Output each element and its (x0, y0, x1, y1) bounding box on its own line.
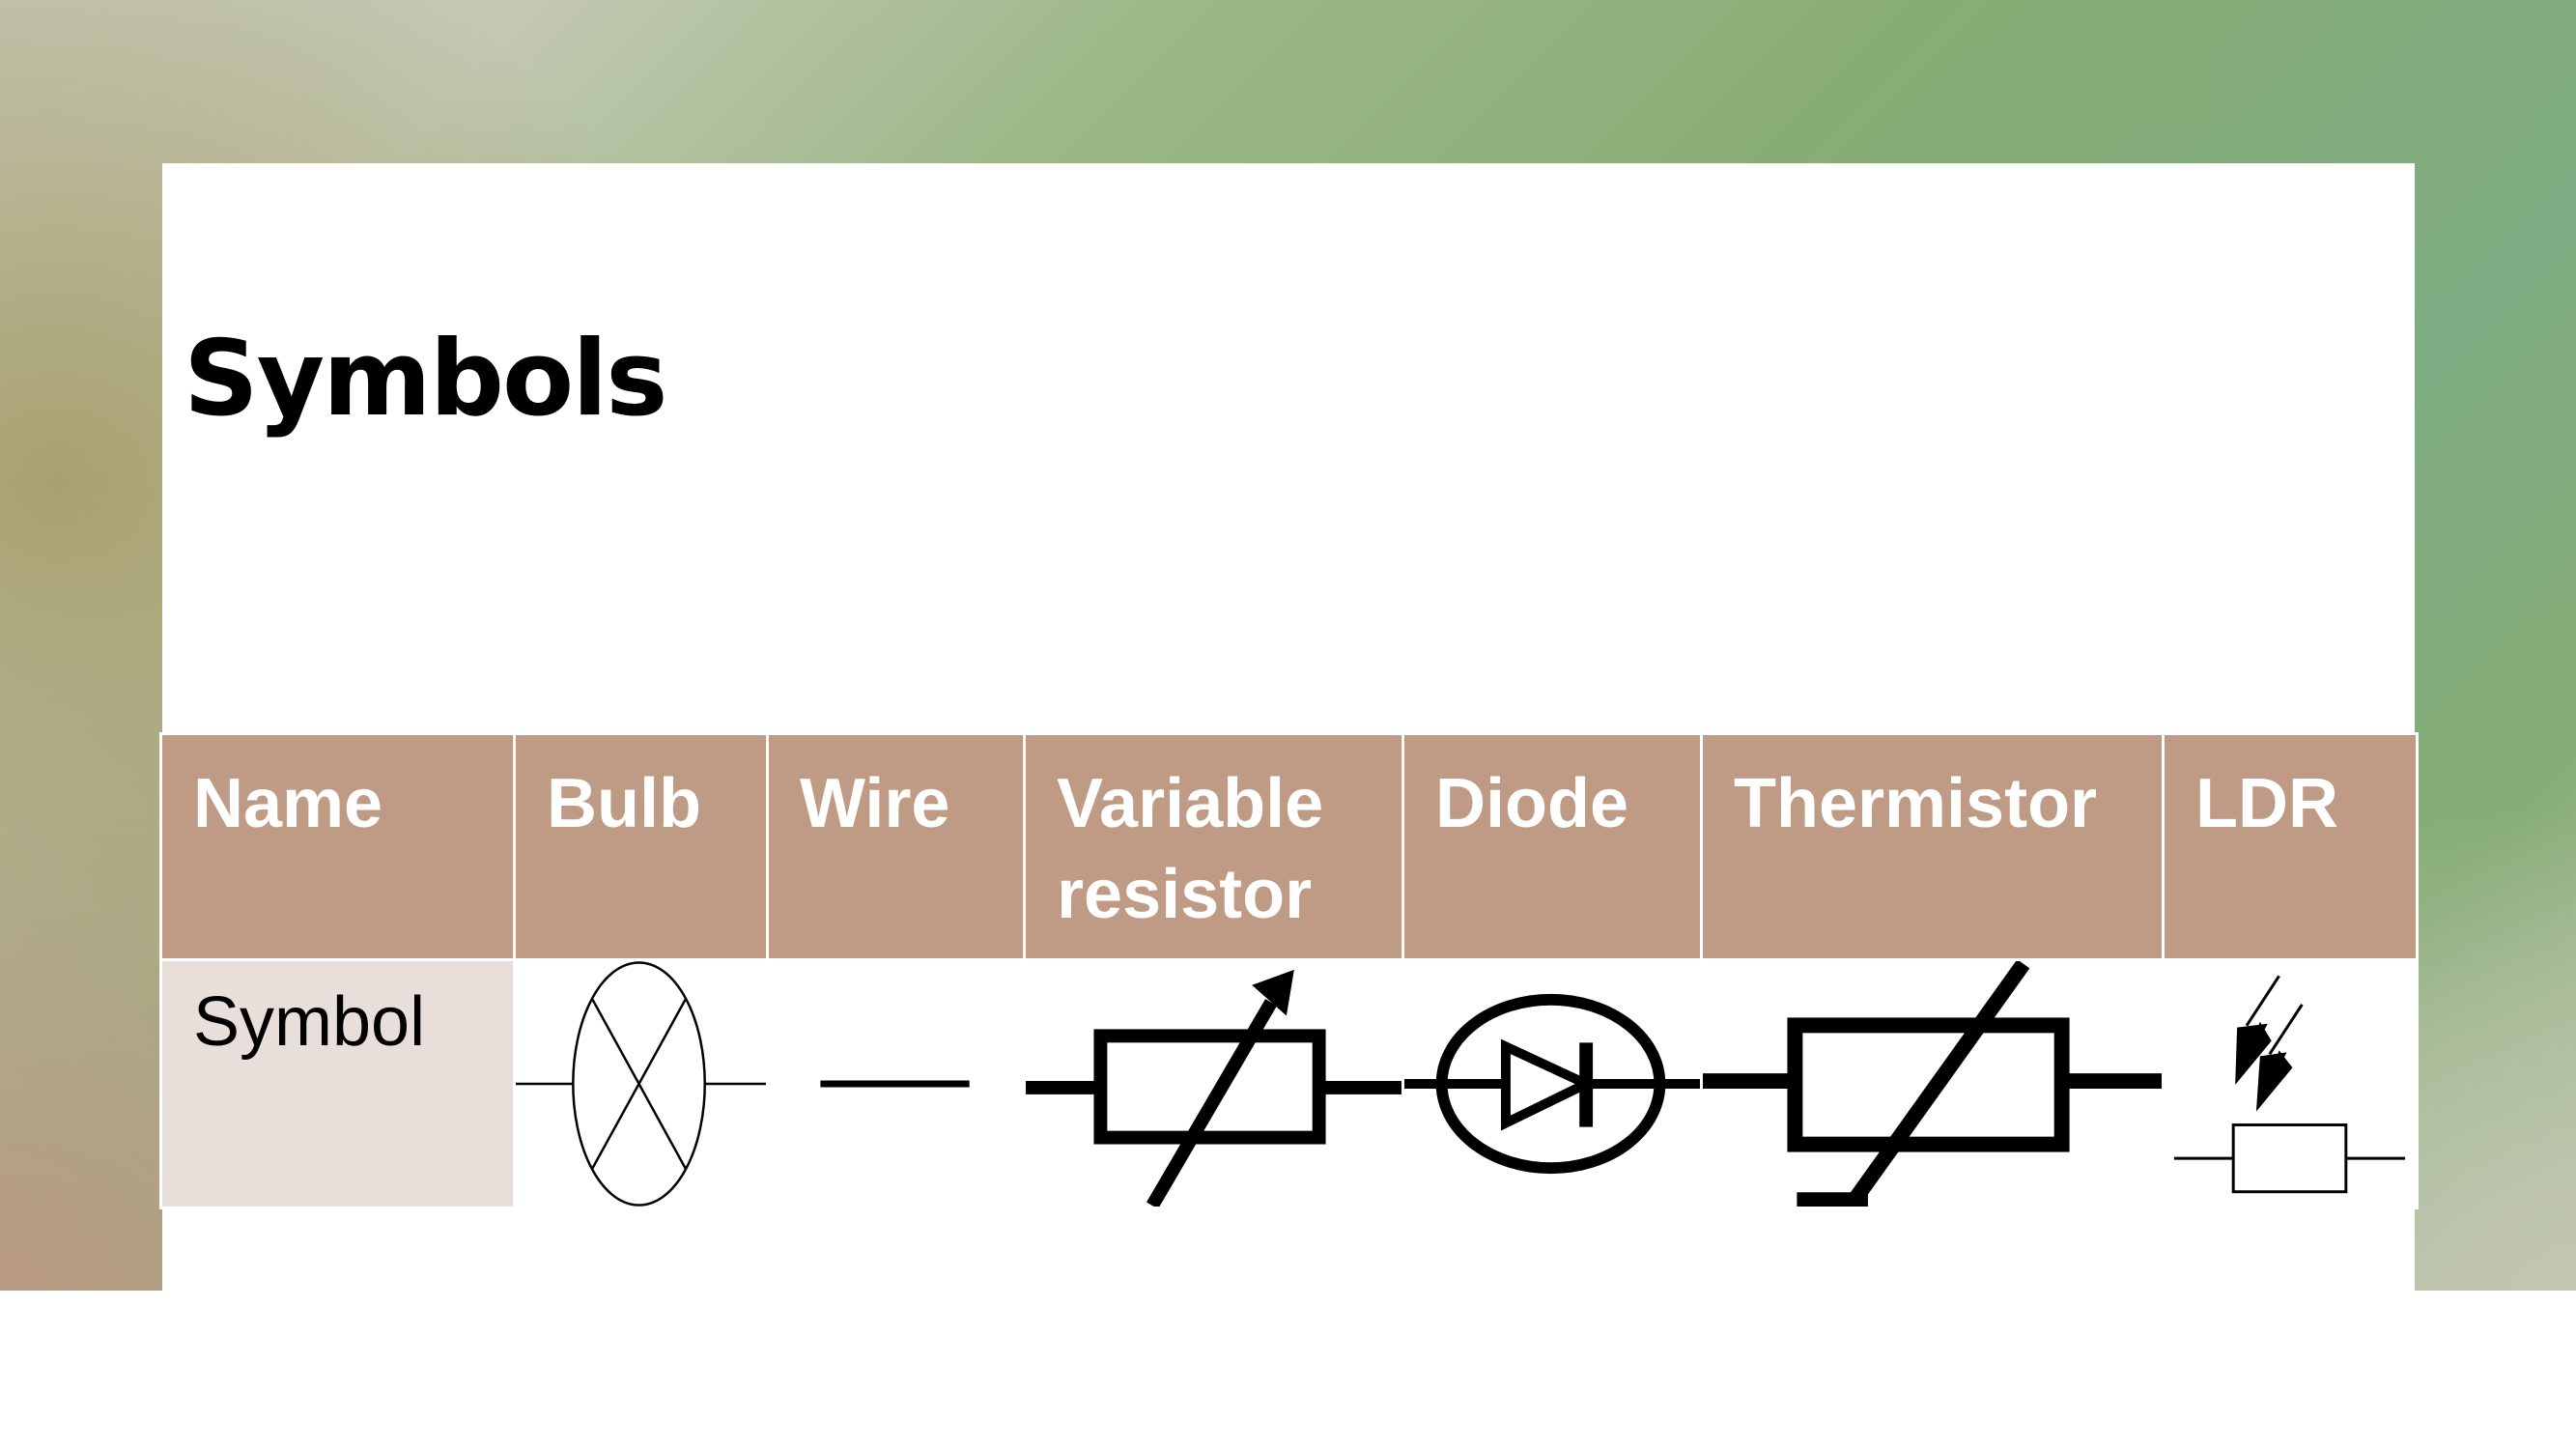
table-header-row: Name Bulb Wire Variable resistor Diode T… (159, 732, 2419, 961)
header-wire: Wire (766, 732, 1026, 961)
diode-symbol-icon (1404, 993, 1700, 1175)
header-bulb: Bulb (513, 732, 769, 961)
wire-cell (766, 958, 1026, 1209)
header-variable-resistor: Variable resistor (1023, 732, 1404, 961)
ldr-cell (2162, 958, 2419, 1209)
variable-resistor-cell (1023, 958, 1404, 1209)
table-row: Symbol (159, 958, 2419, 1209)
thermistor-cell (1700, 958, 2165, 1209)
ldr-symbol-icon (2173, 975, 2406, 1194)
variable-resistor-symbol-icon (1026, 969, 1401, 1207)
row-label-symbol: Symbol (159, 958, 516, 1209)
header-diode: Diode (1401, 732, 1703, 961)
symbols-table: Name Bulb Wire Variable resistor Diode T… (159, 732, 2419, 1209)
header-name: Name (159, 732, 516, 961)
diode-cell (1401, 958, 1703, 1209)
wire-symbol-icon (820, 1080, 970, 1088)
slide-title: Symbols (184, 319, 668, 440)
thermistor-symbol-icon (1703, 961, 2162, 1207)
header-thermistor: Thermistor (1700, 732, 2165, 961)
bulb-cell (513, 958, 769, 1209)
bulb-symbol-icon (516, 961, 766, 1207)
header-ldr: LDR (2162, 732, 2419, 961)
